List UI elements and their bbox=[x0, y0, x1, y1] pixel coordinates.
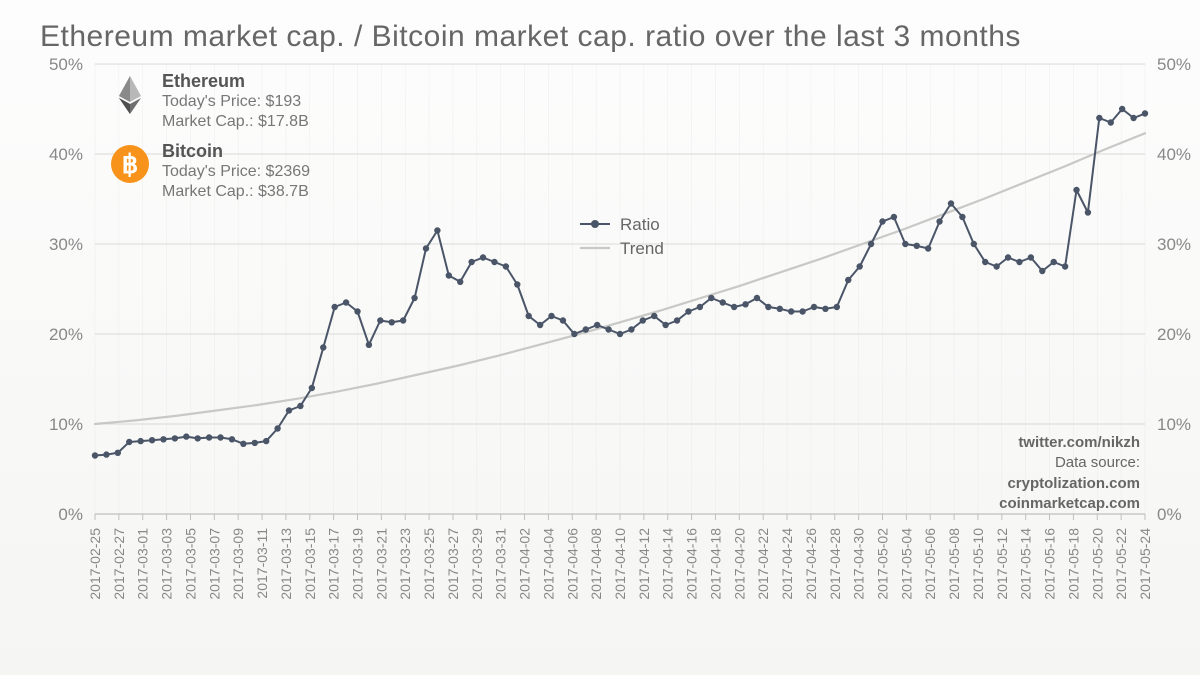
credit-source-1: cryptolization.com bbox=[999, 474, 1140, 494]
svg-text:2017-03-29: 2017-03-29 bbox=[469, 528, 485, 600]
svg-text:2017-05-04: 2017-05-04 bbox=[898, 528, 914, 600]
svg-text:2017-03-01: 2017-03-01 bbox=[135, 528, 151, 600]
svg-text:0%: 0% bbox=[1157, 505, 1182, 524]
svg-text:2017-03-17: 2017-03-17 bbox=[326, 528, 342, 600]
bitcoin-icon: ฿ bbox=[110, 144, 150, 184]
info-panel: Ethereum Today's Price: $193 Market Cap.… bbox=[110, 72, 310, 212]
bitcoin-price: Today's Price: $2369 bbox=[162, 162, 310, 182]
credit-source-2: coinmarketcap.com bbox=[999, 494, 1140, 514]
svg-text:2017-05-12: 2017-05-12 bbox=[994, 528, 1010, 600]
svg-text:2017-04-16: 2017-04-16 bbox=[684, 528, 700, 600]
svg-text:2017-03-27: 2017-03-27 bbox=[445, 528, 461, 600]
svg-text:2017-03-07: 2017-03-07 bbox=[206, 528, 222, 600]
svg-text:2017-03-03: 2017-03-03 bbox=[159, 528, 175, 600]
ethereum-price: Today's Price: $193 bbox=[162, 92, 309, 112]
ethereum-name: Ethereum bbox=[162, 72, 309, 92]
svg-text:2017-03-09: 2017-03-09 bbox=[230, 528, 246, 600]
svg-text:2017-04-04: 2017-04-04 bbox=[540, 528, 556, 600]
svg-text:10%: 10% bbox=[1157, 415, 1191, 434]
svg-text:2017-04-20: 2017-04-20 bbox=[731, 528, 747, 600]
svg-text:20%: 20% bbox=[1157, 325, 1191, 344]
svg-text:2017-04-24: 2017-04-24 bbox=[779, 528, 795, 600]
svg-text:2017-04-12: 2017-04-12 bbox=[636, 528, 652, 600]
svg-text:2017-03-15: 2017-03-15 bbox=[302, 528, 318, 600]
svg-text:2017-04-06: 2017-04-06 bbox=[564, 528, 580, 600]
bitcoin-mcap: Market Cap.: $38.7B bbox=[162, 182, 310, 202]
bitcoin-info: ฿ Bitcoin Today's Price: $2369 Market Ca… bbox=[110, 142, 310, 202]
svg-text:2017-05-20: 2017-05-20 bbox=[1089, 528, 1105, 600]
svg-text:30%: 30% bbox=[49, 235, 83, 254]
svg-text:2017-05-06: 2017-05-06 bbox=[922, 528, 938, 600]
svg-text:2017-03-13: 2017-03-13 bbox=[278, 528, 294, 600]
svg-text:฿: ฿ bbox=[122, 149, 139, 179]
svg-text:2017-04-14: 2017-04-14 bbox=[660, 528, 676, 600]
ethereum-info: Ethereum Today's Price: $193 Market Cap.… bbox=[110, 72, 310, 132]
svg-text:2017-04-26: 2017-04-26 bbox=[803, 528, 819, 600]
svg-text:2017-05-08: 2017-05-08 bbox=[946, 528, 962, 600]
svg-text:2017-05-02: 2017-05-02 bbox=[875, 528, 891, 600]
credits: twitter.com/nikzh Data source: cryptoliz… bbox=[999, 433, 1140, 514]
ethereum-icon bbox=[110, 74, 150, 114]
svg-text:2017-05-10: 2017-05-10 bbox=[970, 528, 986, 600]
svg-text:2017-03-05: 2017-03-05 bbox=[182, 528, 198, 600]
svg-text:50%: 50% bbox=[1157, 55, 1191, 74]
ethereum-mcap: Market Cap.: $17.8B bbox=[162, 112, 309, 132]
svg-text:2017-04-28: 2017-04-28 bbox=[827, 528, 843, 600]
svg-text:Ratio: Ratio bbox=[620, 215, 660, 234]
bitcoin-name: Bitcoin bbox=[162, 142, 310, 162]
svg-text:2017-04-18: 2017-04-18 bbox=[707, 528, 723, 600]
svg-text:2017-03-23: 2017-03-23 bbox=[397, 528, 413, 600]
svg-text:30%: 30% bbox=[1157, 235, 1191, 254]
svg-text:2017-02-25: 2017-02-25 bbox=[87, 528, 103, 600]
svg-text:2017-04-30: 2017-04-30 bbox=[851, 528, 867, 600]
svg-text:2017-04-08: 2017-04-08 bbox=[588, 528, 604, 600]
svg-text:2017-04-02: 2017-04-02 bbox=[517, 528, 533, 600]
svg-text:2017-03-19: 2017-03-19 bbox=[350, 528, 366, 600]
svg-text:2017-05-14: 2017-05-14 bbox=[1018, 528, 1034, 600]
svg-text:20%: 20% bbox=[49, 325, 83, 344]
svg-text:2017-03-31: 2017-03-31 bbox=[493, 528, 509, 600]
svg-text:2017-05-24: 2017-05-24 bbox=[1137, 528, 1153, 600]
svg-text:2017-03-21: 2017-03-21 bbox=[373, 528, 389, 600]
svg-text:2017-04-22: 2017-04-22 bbox=[755, 528, 771, 600]
svg-text:2017-04-10: 2017-04-10 bbox=[612, 528, 628, 600]
svg-text:10%: 10% bbox=[49, 415, 83, 434]
svg-text:2017-05-16: 2017-05-16 bbox=[1042, 528, 1058, 600]
credit-source-label: Data source: bbox=[999, 453, 1140, 473]
svg-text:2017-05-18: 2017-05-18 bbox=[1065, 528, 1081, 600]
svg-text:2017-05-22: 2017-05-22 bbox=[1113, 528, 1129, 600]
svg-text:2017-03-25: 2017-03-25 bbox=[421, 528, 437, 600]
svg-text:Trend: Trend bbox=[620, 239, 664, 258]
chart-area: 0% 0% 10% 10% 20% 20% 30% 30% 40% 40% 50% 50% 2017-0… bbox=[0, 54, 1200, 654]
svg-text:0%: 0% bbox=[58, 505, 83, 524]
svg-text:40%: 40% bbox=[1157, 145, 1191, 164]
svg-text:50%: 50% bbox=[49, 55, 83, 74]
chart-title: Ethereum market cap. / Bitcoin market ca… bbox=[0, 0, 1200, 54]
svg-text:40%: 40% bbox=[49, 145, 83, 164]
svg-text:2017-03-11: 2017-03-11 bbox=[254, 528, 270, 599]
svg-text:2017-02-27: 2017-02-27 bbox=[111, 528, 127, 600]
credit-twitter: twitter.com/nikzh bbox=[999, 433, 1140, 453]
